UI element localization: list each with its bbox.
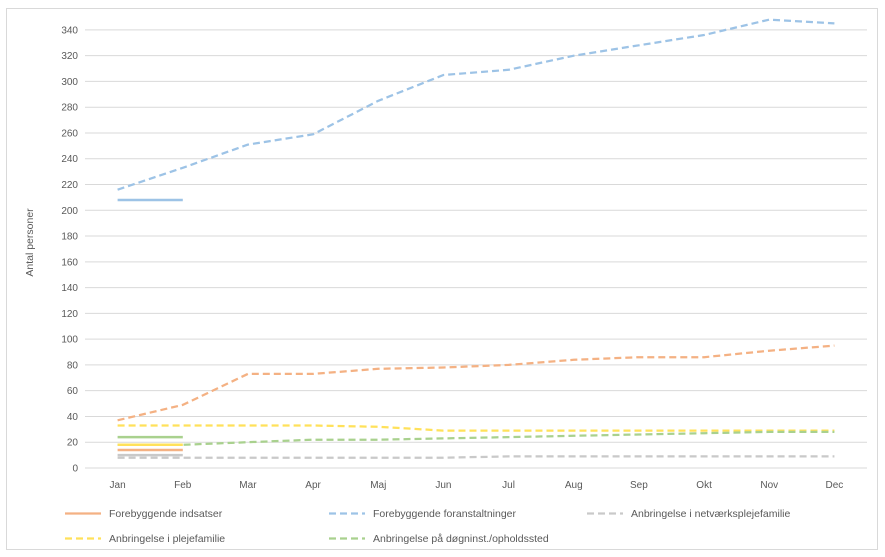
legend-label: Anbringelse i netværksplejefamilie xyxy=(631,508,790,520)
y-tick-label: 240 xyxy=(61,154,78,165)
gridlines xyxy=(85,29,867,469)
series-line xyxy=(117,455,835,459)
chart-frame: 0 20 40 60 80 100 120 140 160 180 200 220 240 260 280 3… xyxy=(6,8,878,550)
series-line xyxy=(117,18,835,191)
x-tick-label: Jun xyxy=(435,480,451,491)
y-tick-label: 200 xyxy=(61,206,78,217)
x-tick-label: Jan xyxy=(110,480,126,491)
y-axis-ticks: 0 20 40 60 80 100 120 140 160 180 200 220 240 260 280 3… xyxy=(61,25,78,474)
line-chart: 0 20 40 60 80 100 120 140 160 180 200 220 240 260 280 3… xyxy=(24,18,867,545)
y-tick-label: 120 xyxy=(61,309,78,320)
y-tick-label: 60 xyxy=(67,386,79,397)
x-tick-label: Nov xyxy=(760,480,778,491)
y-tick-label: 140 xyxy=(61,283,78,294)
y-tick-label: 160 xyxy=(61,257,78,268)
x-tick-label: Mar xyxy=(239,480,257,491)
x-tick-label: Sep xyxy=(630,480,648,491)
y-tick-label: 80 xyxy=(67,360,79,371)
x-tick-label: Okt xyxy=(696,480,712,491)
legend-label: Forebyggende indsatser xyxy=(109,508,223,520)
y-tick-label: 100 xyxy=(61,335,78,346)
y-tick-label: 0 xyxy=(72,464,78,475)
y-tick-label: 260 xyxy=(61,128,78,139)
x-tick-label: Dec xyxy=(826,480,844,491)
x-tick-label: Apr xyxy=(305,480,321,491)
y-tick-label: 280 xyxy=(61,103,78,114)
series-line xyxy=(117,424,835,432)
y-tick-label: 40 xyxy=(67,412,79,423)
y-axis-title: Antal personer xyxy=(24,208,36,277)
y-tick-label: 20 xyxy=(67,438,79,449)
x-tick-label: Aug xyxy=(565,480,583,491)
legend-label: Anbringelse i plejefamilie xyxy=(109,533,225,545)
legend-label: Forebyggende foranstaltninger xyxy=(373,508,517,520)
x-axis-ticks: Jan Feb Mar Apr Maj Jun Jul Aug Sep Okt Nov Dec xyxy=(110,480,844,491)
y-tick-label: 300 xyxy=(61,77,78,88)
x-tick-label: Maj xyxy=(370,480,386,491)
x-tick-label: Jul xyxy=(502,480,515,491)
y-tick-label: 340 xyxy=(61,25,78,36)
y-tick-label: 180 xyxy=(61,232,78,243)
y-tick-label: 320 xyxy=(61,51,78,62)
series-line xyxy=(117,430,835,446)
legend: Forebyggende indsatser Forebyggende foran… xyxy=(65,508,790,545)
y-tick-label: 220 xyxy=(61,180,78,191)
x-tick-label: Feb xyxy=(174,480,192,491)
legend-label: Anbringelse på døgninst./opholdssted xyxy=(373,533,549,545)
series-line xyxy=(117,344,835,422)
series-lines xyxy=(117,18,835,459)
